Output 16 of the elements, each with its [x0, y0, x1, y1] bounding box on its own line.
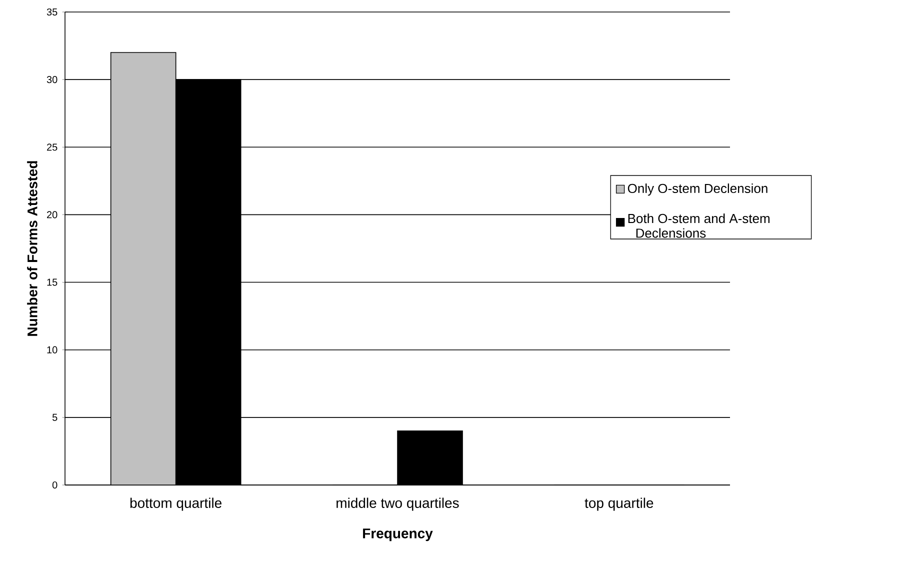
- bar: [110, 52, 176, 485]
- x-tick-label: middle two quartiles: [336, 498, 459, 511]
- y-tick-label: 30: [46, 76, 58, 84]
- x-tick-label: bottom quartile: [130, 498, 222, 511]
- legend-label: Only O-stem Declension: [628, 184, 768, 196]
- y-tick-label: 10: [47, 346, 58, 354]
- y-tick-label: 35: [46, 8, 58, 16]
- y-tick-label: 25: [47, 144, 58, 151]
- y-tick-label: 20: [47, 211, 58, 218]
- x-tick-label: top quartile: [584, 498, 654, 511]
- y-tick-label: 15: [47, 278, 58, 286]
- x-axis-title: Frequency: [363, 528, 433, 542]
- legend-label: Both O-stem and A-stem Declensions: [628, 214, 770, 238]
- y-axis-title: Number of Forms Attested: [27, 161, 38, 336]
- y-tick-label: 5: [52, 414, 58, 421]
- y-tick-label: 0: [52, 481, 58, 489]
